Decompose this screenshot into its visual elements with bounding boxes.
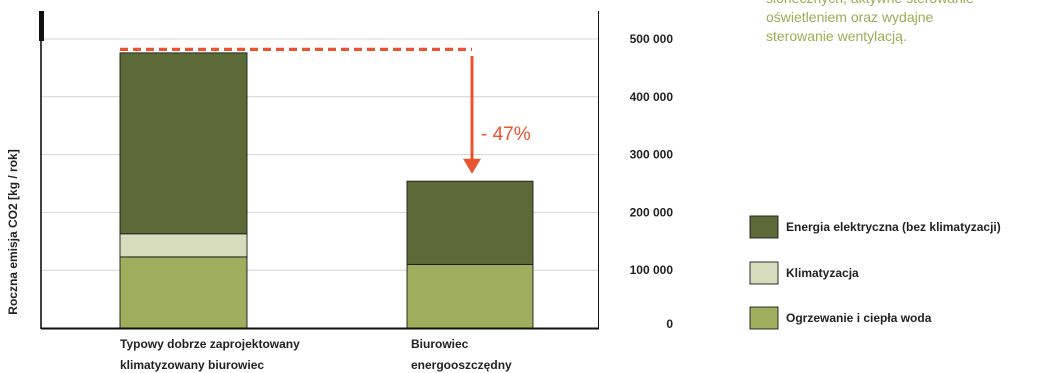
bar-segment <box>119 52 248 235</box>
axes <box>39 11 599 330</box>
category-label: Typowy dobrze zaprojektowany <box>120 337 300 351</box>
legend-swatch <box>749 306 779 330</box>
y-tick-label: 0 <box>666 317 673 331</box>
category-label: energooszczędny <box>411 358 512 372</box>
reduction-label: - 47% <box>481 124 531 145</box>
y-tick-label: 300 000 <box>630 148 674 162</box>
y-tick-label: 200 000 <box>630 205 674 219</box>
side-note-line: sterowanie wentylacją. <box>766 28 907 44</box>
y-tick-label: 100 000 <box>630 263 674 277</box>
annotation: - 47% <box>120 47 531 174</box>
side-note-line: oświetleniem oraz wydajne <box>766 9 934 25</box>
category-label: Biurowiec <box>411 337 469 351</box>
bar-segment <box>406 263 534 329</box>
y-tick-label: 500 000 <box>630 32 674 46</box>
legend-label: Ogrzewanie i ciepła woda <box>786 311 932 325</box>
legend-swatch <box>749 215 779 239</box>
axis-top-marker <box>39 11 44 41</box>
bar-segment <box>406 180 534 265</box>
bar-segment <box>119 256 248 329</box>
bar-segment <box>119 233 248 258</box>
y-tick-label: 400 000 <box>630 90 674 104</box>
side-note-line: słonecznych, aktywne sterowanie <box>766 0 1036 8</box>
legend: Energia elektryczna (bez klimatyzacji) Kl… <box>749 215 1001 330</box>
category-label: klimatyzowany biurowiec <box>120 358 264 372</box>
legend-label: Energia elektryczna (bez klimatyzacji) <box>786 220 1001 234</box>
legend-swatch <box>749 261 779 285</box>
category-labels: Typowy dobrze zaprojektowany klimatyzowan… <box>120 337 512 372</box>
side-note: słonecznych, aktywne sterowanie oświetle… <box>766 0 1036 46</box>
legend-label: Klimatyzacja <box>786 266 859 280</box>
y-tick-labels: 0 100 000 200 000 300 000 400 000 500 000 <box>630 32 674 331</box>
y-axis-label: Roczna emisja CO2 [kg / rok] <box>6 149 20 314</box>
bars <box>119 52 534 329</box>
reduction-arrowhead <box>463 158 481 174</box>
